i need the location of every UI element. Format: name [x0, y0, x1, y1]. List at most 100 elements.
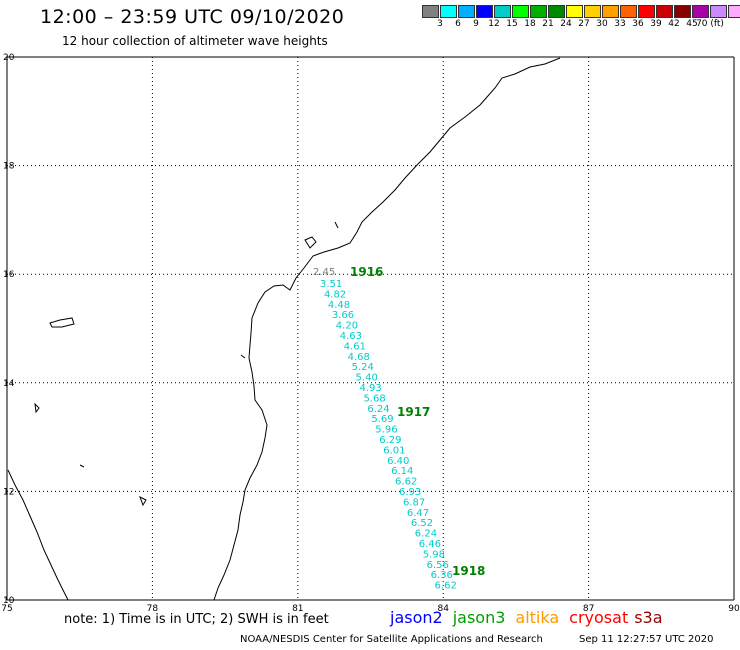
- legend-label: 18: [524, 19, 536, 29]
- latitude-label: 12: [3, 487, 14, 497]
- track-value: 6.36: [431, 570, 453, 581]
- map-subtitle: 12 hour collection of altimeter wave hei…: [62, 34, 328, 48]
- latitude-label: 14: [3, 379, 15, 389]
- coast-islet: [334, 221, 339, 229]
- legend-swatch: [440, 5, 457, 18]
- legend-label: 3: [437, 19, 443, 29]
- legend-label: 15: [506, 19, 518, 29]
- island-small-2: [139, 495, 147, 507]
- legend-swatch: [422, 5, 439, 18]
- legend-label: 42: [668, 19, 680, 29]
- satellite-altika: altika: [515, 608, 560, 627]
- track-value: 4.61: [344, 341, 366, 352]
- track-value: 6.01: [383, 445, 405, 456]
- longitude-label: 75: [1, 604, 12, 614]
- island-lakshadweep: [49, 317, 75, 328]
- track-value: 6.29: [379, 435, 401, 446]
- legend-swatch: [476, 5, 493, 18]
- legend-swatch: [584, 5, 601, 18]
- legend-swatch: [602, 5, 619, 18]
- legend-label: 39: [650, 19, 662, 29]
- legend-swatch: [674, 5, 691, 18]
- track-value: 6.93: [399, 487, 421, 498]
- map-title: 12:00 – 23:59 UTC 09/10/2020: [40, 6, 345, 28]
- islands: [34, 317, 246, 507]
- track-value: 6.87: [403, 497, 425, 508]
- legend-swatch: [710, 5, 727, 18]
- satellite-s3a: s3a: [634, 608, 663, 627]
- legend-label: 36: [632, 19, 644, 29]
- credit-text: NOAA/NESDIS Center for Satellite Applica…: [240, 634, 543, 645]
- satellite-jason2: jason2: [390, 608, 443, 627]
- coastline: [7, 57, 561, 601]
- legend-label: 12: [488, 19, 500, 29]
- latitude-label: 10: [3, 596, 15, 606]
- satellite-cryosat: cryosat: [569, 608, 629, 627]
- island-small-1: [34, 402, 40, 414]
- legend-swatch: [728, 5, 740, 18]
- legend-label: 6: [455, 19, 461, 29]
- track-value: 6.24: [415, 529, 437, 540]
- coast-inlet: [304, 236, 317, 249]
- wave-height-legend: 3 6 9 12 15 18 21 24 27 30 33 36 39 42 45 70 (ft): [422, 5, 740, 32]
- legend-swatch: [638, 5, 655, 18]
- axis-labels: 75 78 81 84 87 90 20 18 16 14 12 10: [1, 53, 740, 614]
- legend-swatch: [494, 5, 511, 18]
- legend-swatch: [548, 5, 565, 18]
- legend-swatch: [512, 5, 529, 18]
- track-value: 5.96: [375, 425, 397, 436]
- track-value: 4.93: [360, 383, 382, 394]
- legend-swatch: [620, 5, 637, 18]
- latitude-label: 20: [3, 53, 15, 63]
- longitude-label: 81: [292, 604, 303, 614]
- island-small-3: [240, 354, 246, 359]
- generation-timestamp: Sep 11 12:27:57 UTC 2020: [579, 634, 714, 645]
- legend-swatches: [422, 5, 740, 18]
- longitude-label: 84: [437, 604, 449, 614]
- track-value: 6.52: [411, 518, 433, 529]
- track-value: 6.56: [427, 560, 449, 571]
- legend-swatch: [656, 5, 673, 18]
- footer-note: note: 1) Time is in UTC; 2) SWH is in fe…: [64, 612, 329, 627]
- legend-label: 70 (ft): [696, 19, 724, 29]
- longitude-label: 78: [147, 604, 159, 614]
- track-value: 6.46: [419, 539, 441, 550]
- track-time-label: 1918: [452, 564, 485, 578]
- satellite-jason3: jason3: [452, 608, 506, 627]
- east-coast-india: [213, 57, 561, 601]
- track-value: 4.63: [340, 331, 362, 342]
- track-value: 4.68: [348, 352, 370, 363]
- island-small-4: [79, 464, 85, 468]
- legend-label: 33: [614, 19, 626, 29]
- legend-swatch: [692, 5, 709, 18]
- track-value: 5.69: [371, 414, 393, 425]
- legend-labels: 3 6 9 12 15 18 21 24 27 30 33 36 39 42 45 70 (ft): [422, 18, 740, 32]
- track-value: 6.62: [395, 477, 417, 488]
- legend-swatch: [566, 5, 583, 18]
- track-value: 6.14: [391, 466, 413, 477]
- track-value: 5.98: [423, 549, 445, 560]
- track-time-label: 1917: [397, 405, 430, 419]
- track-time-label: 1916: [350, 265, 383, 279]
- lat-lon-grid: [6, 56, 735, 601]
- sri-lanka-west-coast: [7, 469, 69, 601]
- satellite-legend: jason2 jason3 altika cryosat s3a: [390, 608, 673, 627]
- legend-label: 30: [596, 19, 608, 29]
- track-value: 5.40: [356, 373, 378, 384]
- track-value: 5.24: [352, 362, 374, 373]
- legend-label: 24: [560, 19, 572, 29]
- track-value: 6.47: [407, 508, 429, 519]
- longitude-label: 87: [583, 604, 594, 614]
- track-value: 3.66: [332, 310, 354, 321]
- latitude-label: 18: [3, 162, 15, 172]
- track-value: 6.62: [435, 581, 457, 592]
- track-value-first: 2.45: [313, 267, 335, 278]
- track-value: 5.68: [363, 393, 385, 404]
- track-value: 3.51: [320, 279, 342, 290]
- legend-label: 21: [542, 19, 554, 29]
- legend-label: 9: [473, 19, 479, 29]
- track-value: 4.48: [328, 300, 350, 311]
- track-value: 4.82: [324, 289, 346, 300]
- altimeter-track: 2.453.514.824.483.664.204.634.614.685.24…: [313, 265, 485, 592]
